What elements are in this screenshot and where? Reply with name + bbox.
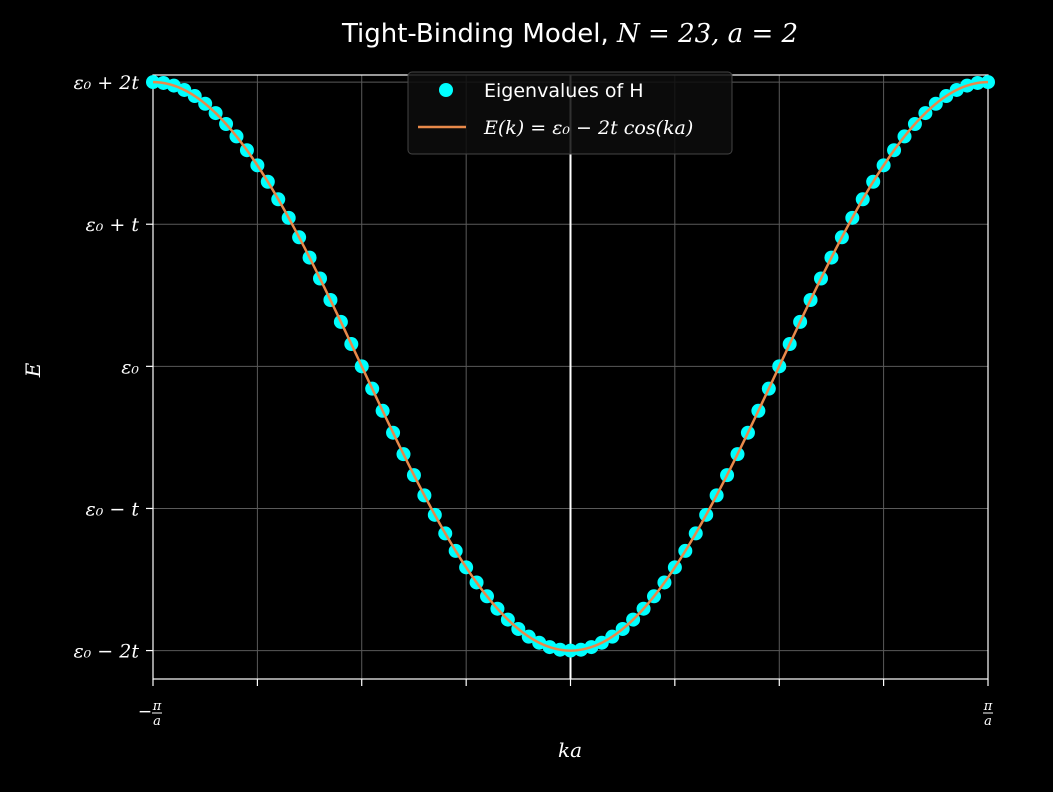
- x-axis-label: ka: [558, 738, 582, 762]
- x-tick-label-numerator: π: [152, 699, 162, 714]
- legend: Eigenvalues of H E(k) = ε₀ − 2t cos(ka): [407, 71, 733, 155]
- legend-box: [407, 71, 733, 155]
- y-tick-label: ε₀ − 2t: [73, 641, 139, 663]
- legend-label-dispersion: E(k) = ε₀ − 2t cos(ka): [483, 117, 693, 139]
- y-axis-ticks: ε₀ + 2t ε₀ + t ε₀ ε₀ − t ε₀ − 2t: [73, 72, 153, 663]
- x-tick-label-numerator: π: [983, 699, 993, 714]
- y-tick-label: ε₀ − t: [86, 498, 140, 520]
- y-tick-label: ε₀ + t: [86, 214, 140, 236]
- y-axis-label: E: [21, 362, 45, 378]
- x-tick-label: − πa: [138, 699, 162, 729]
- x-tick-label-denominator: a: [984, 714, 992, 729]
- chart-title-main: Tight-Binding Model,: [341, 19, 617, 49]
- x-tick-label: πa: [983, 699, 993, 729]
- eigenvalue-point: [981, 75, 995, 90]
- legend-label-eigenvalues: Eigenvalues of H: [484, 80, 644, 102]
- legend-scatter-marker: [439, 83, 453, 97]
- eigenvalue-point: [146, 75, 160, 90]
- dispersion-line: [152, 80, 989, 652]
- y-tick-label: ε₀ + 2t: [73, 72, 139, 94]
- dispersion-curve: [152, 80, 989, 652]
- y-tick-label: ε₀: [121, 356, 139, 378]
- x-tick-label-denominator: a: [153, 714, 161, 729]
- chart-title: Tight-Binding Model, N = 23, a = 2: [341, 19, 798, 49]
- x-tick-label-sign: −: [138, 702, 152, 722]
- chart-title-math: N = 23, a = 2: [616, 19, 798, 49]
